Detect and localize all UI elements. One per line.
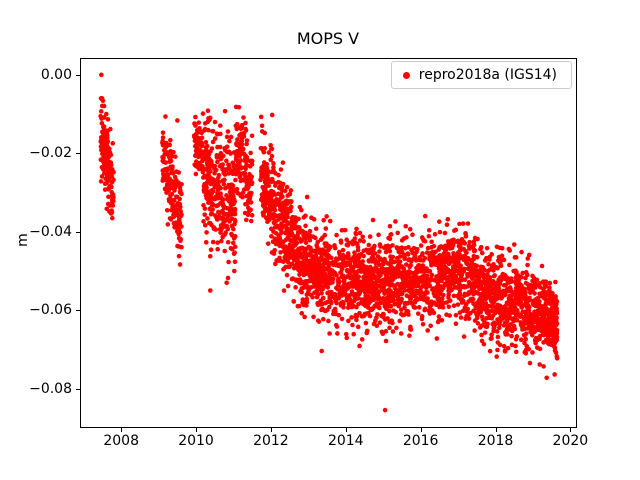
y-tick-label: −0.06 bbox=[29, 302, 72, 319]
x-tick-label: 2020 bbox=[552, 433, 589, 449]
x-tick-label: 2016 bbox=[402, 433, 439, 449]
y-tick-label: −0.02 bbox=[29, 145, 72, 162]
x-tick-label: 2018 bbox=[477, 433, 514, 449]
legend: repro2018a (IGS14) bbox=[390, 61, 572, 89]
x-tick-label: 2014 bbox=[327, 433, 364, 449]
x-tick-label: 2008 bbox=[103, 433, 139, 449]
x-tick-label: 2010 bbox=[178, 433, 214, 449]
y-tick-label: 0.00 bbox=[40, 66, 72, 83]
legend-marker-icon bbox=[402, 71, 410, 79]
y-tick-label: −0.08 bbox=[29, 380, 72, 397]
legend-series-label: repro2018a (IGS14) bbox=[418, 67, 557, 83]
x-tick-label: 2012 bbox=[253, 433, 289, 449]
y-tick-label: −0.04 bbox=[29, 223, 72, 240]
chart-title: MOPS V bbox=[296, 29, 360, 48]
